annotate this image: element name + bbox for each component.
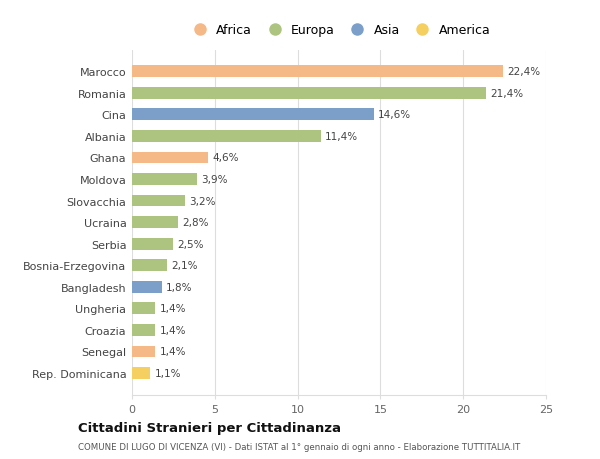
- Legend: Africa, Europa, Asia, America: Africa, Europa, Asia, America: [182, 19, 496, 42]
- Text: 2,1%: 2,1%: [171, 261, 197, 271]
- Text: 1,8%: 1,8%: [166, 282, 193, 292]
- Bar: [132, 238, 173, 250]
- Text: 21,4%: 21,4%: [491, 89, 524, 99]
- Text: 4,6%: 4,6%: [212, 153, 239, 163]
- Text: 22,4%: 22,4%: [507, 67, 540, 77]
- Text: 11,4%: 11,4%: [325, 132, 358, 141]
- Bar: [132, 260, 167, 272]
- Bar: [132, 217, 178, 229]
- Bar: [132, 88, 487, 100]
- Text: 3,9%: 3,9%: [201, 174, 227, 185]
- Text: COMUNE DI LUGO DI VICENZA (VI) - Dati ISTAT al 1° gennaio di ogni anno - Elabora: COMUNE DI LUGO DI VICENZA (VI) - Dati IS…: [78, 442, 520, 451]
- Text: 2,5%: 2,5%: [178, 239, 204, 249]
- Text: 1,4%: 1,4%: [160, 304, 186, 313]
- Bar: [132, 174, 197, 185]
- Bar: [132, 152, 208, 164]
- Text: Cittadini Stranieri per Cittadinanza: Cittadini Stranieri per Cittadinanza: [78, 421, 341, 434]
- Text: 1,1%: 1,1%: [154, 368, 181, 378]
- Bar: [132, 109, 374, 121]
- Bar: [132, 346, 155, 358]
- Text: 14,6%: 14,6%: [378, 110, 411, 120]
- Bar: [132, 281, 162, 293]
- Bar: [132, 367, 150, 379]
- Text: 1,4%: 1,4%: [160, 347, 186, 357]
- Bar: [132, 66, 503, 78]
- Bar: [132, 303, 155, 314]
- Bar: [132, 324, 155, 336]
- Text: 3,2%: 3,2%: [189, 196, 215, 206]
- Text: 2,8%: 2,8%: [182, 218, 209, 228]
- Text: 1,4%: 1,4%: [160, 325, 186, 335]
- Bar: [132, 131, 321, 142]
- Bar: [132, 195, 185, 207]
